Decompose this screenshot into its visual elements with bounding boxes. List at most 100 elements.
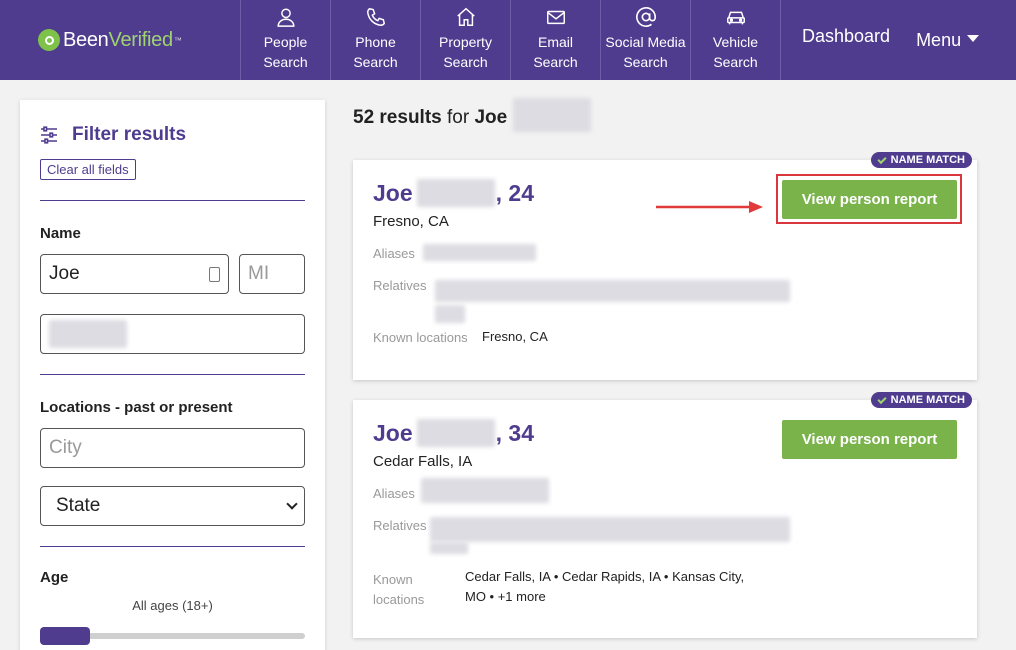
- logo-person-icon: [38, 29, 60, 51]
- at-sign-icon: [635, 7, 656, 27]
- redacted-last-name: [416, 179, 495, 207]
- clear-all-fields-button[interactable]: Clear all fields: [40, 159, 136, 180]
- first-name-value: Joe: [49, 263, 80, 284]
- redacted-query-last-name: [512, 98, 591, 132]
- slider-track: [40, 633, 305, 639]
- view-person-report-button[interactable]: View person report: [782, 420, 957, 459]
- aliases-label: Aliases: [373, 246, 415, 261]
- age-range-text: All ages (18+): [132, 598, 213, 613]
- results-query-first-name: Joe: [474, 107, 508, 129]
- menu-label: Menu: [916, 30, 962, 50]
- person-name-link[interactable]: Joe , 34: [373, 419, 534, 447]
- filter-sidebar: Filter results Clear all fields Name Joe…: [20, 100, 325, 650]
- last-name-input[interactable]: [40, 314, 305, 354]
- redacted-aliases: [423, 244, 536, 261]
- nav-people-label-1: People: [263, 34, 308, 50]
- known-locations-value-line1: Cedar Falls, IA • Cedar Rapids, IA • Kan…: [465, 569, 745, 584]
- search-type-nav: People Search Phone Search Property Sear…: [240, 0, 781, 80]
- locations-section-label: Locations - past or present: [40, 399, 233, 416]
- nav-social-label-1: Social Media: [605, 34, 686, 50]
- known-locations-label-line2: locations: [373, 592, 425, 607]
- nav-social-media-search[interactable]: Social Media Search: [601, 0, 691, 80]
- person-location: Fresno, CA: [373, 213, 449, 230]
- nav-email-search[interactable]: Email Search: [511, 0, 601, 80]
- dashboard-link[interactable]: Dashboard: [802, 26, 891, 46]
- state-select-value: State: [56, 495, 101, 516]
- red-highlight-box: [776, 174, 962, 224]
- logo-text-verified: Verified: [108, 28, 174, 51]
- filter-title: Filter results: [72, 124, 187, 145]
- person-first-name: Joe: [373, 419, 413, 446]
- nav-phone-search[interactable]: Phone Search: [331, 0, 421, 80]
- badge-label: NAME MATCH: [890, 154, 965, 166]
- results-count: 52 results: [353, 107, 442, 129]
- redacted-relatives: [430, 542, 468, 554]
- slider-handle[interactable]: [40, 627, 90, 645]
- age-range-slider[interactable]: [40, 627, 305, 645]
- nav-property-search[interactable]: Property Search: [421, 0, 511, 80]
- nav-vehicle-search[interactable]: Vehicle Search: [691, 0, 781, 80]
- menu-dropdown[interactable]: Menu: [916, 0, 980, 80]
- checkmark-icon: [877, 154, 887, 164]
- divider: [40, 546, 305, 547]
- known-locations-label: Known locations: [373, 570, 424, 610]
- known-locations-label-line1: Known: [373, 572, 413, 587]
- result-card: NAME MATCH Joe , 24 Fresno, CA Aliases R…: [353, 152, 977, 380]
- view-person-report-button[interactable]: View person report: [782, 180, 957, 219]
- contact-card-icon: [209, 267, 220, 282]
- nav-people-search[interactable]: People Search: [241, 0, 331, 80]
- results-summary: 52 results for Joe: [353, 98, 591, 132]
- nav-property-label-2: Search: [443, 54, 488, 70]
- redacted-last-name: [416, 419, 495, 447]
- relatives-label: Relatives: [373, 278, 427, 293]
- person-location: Cedar Falls, IA: [373, 453, 473, 470]
- chevron-down-icon: [286, 498, 298, 510]
- nav-vehicle-label-1: Vehicle: [712, 34, 759, 50]
- aliases-label: Aliases: [373, 486, 415, 501]
- age-section-label: Age: [40, 569, 69, 586]
- nav-people-label-2: Search: [263, 54, 308, 70]
- checkmark-icon: [877, 394, 887, 404]
- nav-phone-label-1: Phone: [355, 34, 396, 50]
- nav-phone-label-2: Search: [353, 54, 398, 70]
- known-locations-value: Fresno, CA: [482, 329, 548, 344]
- city-input[interactable]: City: [40, 428, 305, 468]
- name-match-badge: NAME MATCH: [870, 152, 972, 168]
- red-arrow-icon: [656, 201, 763, 213]
- state-select[interactable]: State: [40, 486, 305, 526]
- middle-initial-input[interactable]: MI: [239, 254, 305, 294]
- first-name-input[interactable]: Joe: [40, 254, 229, 294]
- person-first-name: Joe: [373, 179, 413, 206]
- nav-social-label-2: Search: [623, 54, 668, 70]
- relatives-label: Relatives: [373, 518, 427, 533]
- name-section-label: Name: [40, 225, 81, 242]
- nav-email-label-2: Search: [533, 54, 578, 70]
- name-match-badge: NAME MATCH: [870, 392, 972, 408]
- result-card: NAME MATCH Joe , 34 Cedar Falls, IA Alia…: [353, 392, 977, 638]
- nav-property-label-1: Property: [439, 34, 492, 50]
- person-age: , 24: [495, 179, 535, 206]
- top-navigation-bar: Been Verified ™ People Search Phone Search…: [0, 0, 1016, 80]
- divider: [40, 374, 305, 375]
- caret-down-icon: [967, 34, 980, 42]
- mi-placeholder: MI: [248, 263, 270, 284]
- phone-icon: [366, 7, 385, 26]
- house-icon: [456, 7, 475, 26]
- logo-trademark: ™: [173, 35, 182, 45]
- redacted-relatives: [430, 517, 790, 542]
- badge-label: NAME MATCH: [890, 394, 965, 406]
- filter-title-row: Filter results: [40, 124, 305, 146]
- redacted-relatives: [435, 305, 465, 323]
- nav-email-label-1: Email: [537, 34, 573, 50]
- divider: [40, 200, 305, 201]
- envelope-icon: [546, 10, 565, 25]
- person-name-link[interactable]: Joe , 24: [373, 179, 534, 207]
- redacted-last-name: [49, 320, 127, 348]
- sliders-icon: [41, 126, 57, 144]
- results-for: for: [447, 107, 470, 129]
- known-locations-value: Cedar Falls, IA • Cedar Rapids, IA • Kan…: [465, 567, 744, 607]
- beenverified-logo[interactable]: Been Verified ™: [0, 0, 240, 80]
- known-locations-label: Known locations: [373, 330, 468, 345]
- known-locations-value-line2: MO • +1 more: [465, 589, 546, 604]
- car-icon: [726, 11, 745, 25]
